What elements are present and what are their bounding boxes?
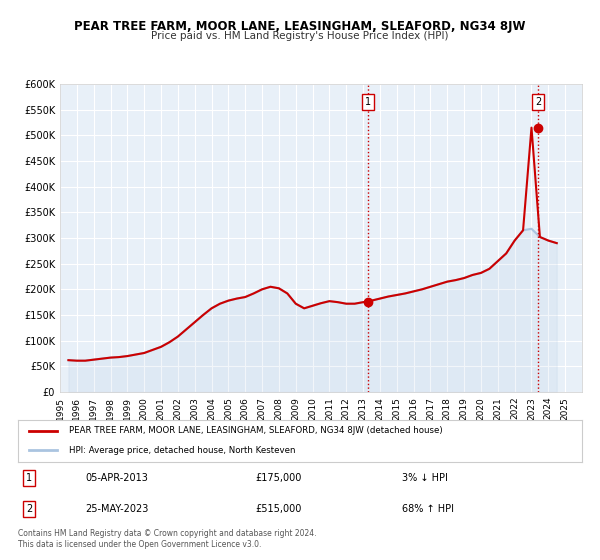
Text: PEAR TREE FARM, MOOR LANE, LEASINGHAM, SLEAFORD, NG34 8JW: PEAR TREE FARM, MOOR LANE, LEASINGHAM, S…: [74, 20, 526, 32]
Text: 68% ↑ HPI: 68% ↑ HPI: [401, 504, 454, 514]
Text: 1: 1: [365, 97, 371, 107]
Text: £515,000: £515,000: [255, 504, 301, 514]
Text: 2: 2: [26, 504, 32, 514]
Text: PEAR TREE FARM, MOOR LANE, LEASINGHAM, SLEAFORD, NG34 8JW (detached house): PEAR TREE FARM, MOOR LANE, LEASINGHAM, S…: [69, 426, 442, 435]
Text: Contains HM Land Registry data © Crown copyright and database right 2024.
This d: Contains HM Land Registry data © Crown c…: [18, 529, 317, 549]
Text: HPI: Average price, detached house, North Kesteven: HPI: Average price, detached house, Nort…: [69, 446, 295, 455]
Text: 2: 2: [535, 97, 541, 107]
Text: Price paid vs. HM Land Registry's House Price Index (HPI): Price paid vs. HM Land Registry's House …: [151, 31, 449, 41]
Text: £175,000: £175,000: [255, 473, 301, 483]
Text: 05-APR-2013: 05-APR-2013: [86, 473, 149, 483]
Text: 3% ↓ HPI: 3% ↓ HPI: [401, 473, 448, 483]
Text: 25-MAY-2023: 25-MAY-2023: [86, 504, 149, 514]
Text: 1: 1: [26, 473, 32, 483]
